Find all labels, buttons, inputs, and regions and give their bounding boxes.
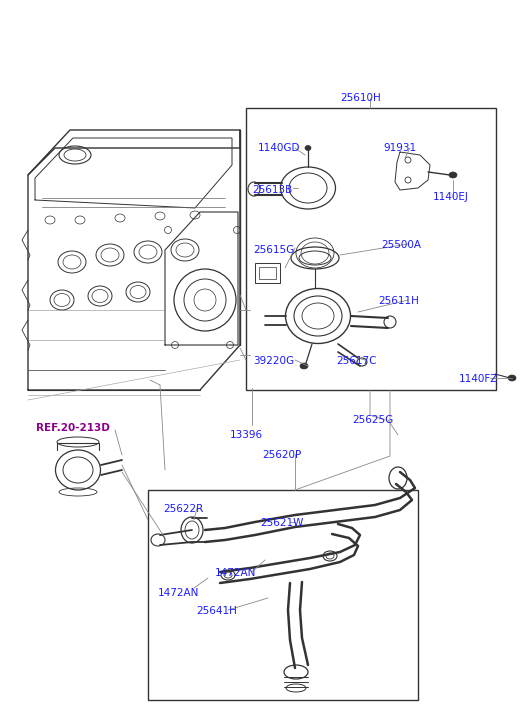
Text: 25500A: 25500A (381, 240, 421, 250)
Text: 25620P: 25620P (262, 450, 301, 460)
Ellipse shape (300, 363, 308, 369)
Bar (255, 263, 280, 283)
Bar (148, 490, 418, 700)
Text: 13396: 13396 (230, 430, 263, 440)
Text: 25611H: 25611H (378, 296, 419, 306)
Text: 91931: 91931 (383, 143, 416, 153)
Text: 39220G: 39220G (253, 356, 294, 366)
Text: 25622R: 25622R (163, 504, 203, 514)
Text: 1472AN: 1472AN (215, 568, 256, 578)
Bar (246, 108, 496, 390)
Text: 25615G: 25615G (253, 245, 294, 255)
Text: 25610H: 25610H (340, 93, 381, 103)
Text: 25621W: 25621W (260, 518, 303, 528)
Ellipse shape (449, 172, 457, 178)
Text: 1140GD: 1140GD (258, 143, 301, 153)
Text: 1140FZ: 1140FZ (459, 374, 498, 384)
Text: 25613B: 25613B (252, 185, 292, 195)
Bar (259, 267, 276, 279)
Text: 1140EJ: 1140EJ (433, 192, 469, 202)
Text: 1472AN: 1472AN (158, 588, 200, 598)
Ellipse shape (305, 145, 311, 150)
Text: 25641H: 25641H (196, 606, 237, 616)
Ellipse shape (508, 375, 516, 381)
Text: REF.20-213D: REF.20-213D (36, 423, 110, 433)
Text: 25625G: 25625G (352, 415, 393, 425)
Text: 25617C: 25617C (336, 356, 377, 366)
